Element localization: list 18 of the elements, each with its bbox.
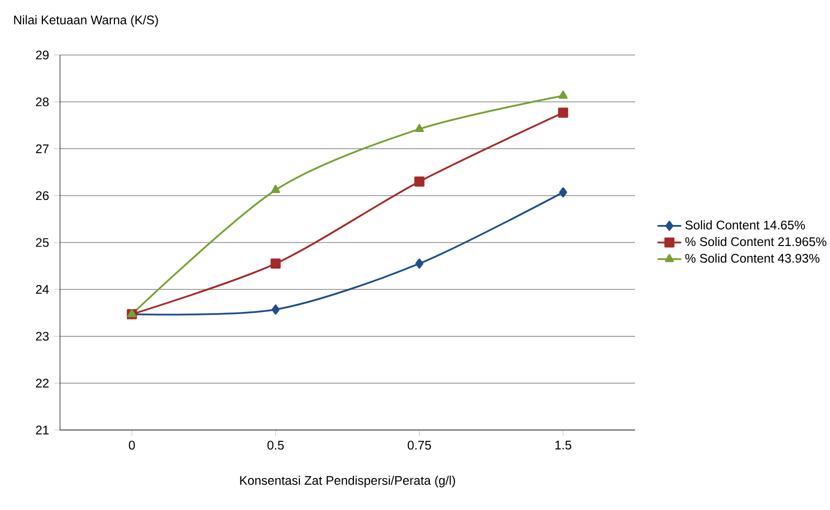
x-tick-label: 0.75 <box>408 440 431 450</box>
y-tick-label: 22 <box>36 378 49 388</box>
x-axis-title: Konsentasi Zat Pendispersi/Perata (g/l) <box>240 476 456 488</box>
y-tick-label: 21 <box>36 426 49 434</box>
legend-label: % Solid Content 21.965% <box>685 236 826 246</box>
x-tick-label: 1.5 <box>555 440 572 450</box>
x-tick-label: 0 <box>128 440 135 450</box>
y-tick-label: 23 <box>36 332 49 341</box>
legend-label: Solid Content 14.65% <box>685 220 805 230</box>
legend-label: % Solid Content 43.93% <box>685 254 820 263</box>
y-tick-label: 28 <box>36 97 49 106</box>
y-tick-label: 26 <box>36 191 49 200</box>
x-tick-label: 0.5 <box>267 440 284 450</box>
y-axis-title: Nilai Ketuaan Warna (K/S) <box>14 15 158 27</box>
y-tick-label: 24 <box>36 285 49 294</box>
y-tick-label: 29 <box>36 50 49 60</box>
y-tick-label: 25 <box>36 238 49 247</box>
y-tick-label: 27 <box>36 144 49 154</box>
